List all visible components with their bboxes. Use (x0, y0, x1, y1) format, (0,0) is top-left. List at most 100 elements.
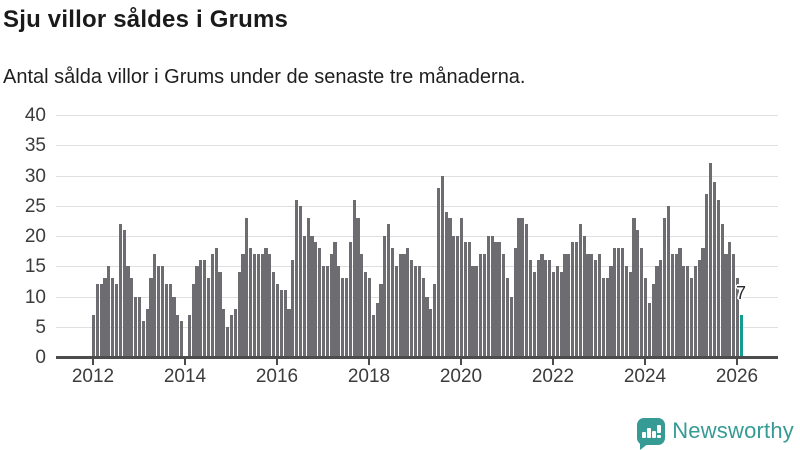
bar (513, 248, 517, 357)
bar (367, 278, 372, 357)
bar (590, 254, 594, 357)
last-value-label: 7 (735, 283, 746, 303)
bar (191, 284, 195, 357)
bar (586, 254, 590, 357)
bar (260, 254, 264, 357)
bar (214, 248, 218, 357)
newsworthy-wordmark: Newsworthy (672, 418, 794, 443)
x-axis-tick (460, 359, 462, 365)
bar (709, 163, 713, 357)
bar (122, 229, 126, 357)
bar (130, 278, 134, 357)
chart-title: Sju villor såldes i Grums (3, 6, 289, 33)
x-axis-tick-label: 2020 (439, 366, 483, 387)
bar (498, 242, 502, 357)
bar (348, 242, 352, 357)
bar (628, 272, 632, 357)
bar (548, 260, 552, 357)
bar (471, 266, 475, 357)
bar (456, 236, 460, 357)
y-axis-tick-label: 10 (24, 286, 46, 308)
bar (379, 284, 383, 357)
bar (597, 254, 602, 357)
bar (732, 254, 736, 357)
bar (617, 248, 621, 357)
bar (141, 320, 145, 357)
x-axis-line (56, 356, 778, 359)
bar (490, 236, 494, 357)
bar (206, 278, 211, 357)
bar (95, 284, 99, 357)
bar (693, 266, 697, 357)
bar (114, 284, 119, 357)
bar (486, 236, 490, 357)
bar (145, 308, 149, 357)
bar (360, 254, 364, 357)
bar (218, 272, 222, 357)
bar (624, 266, 628, 357)
bar (701, 248, 705, 357)
bar (371, 314, 375, 357)
x-axis-tick-label: 2022 (531, 366, 575, 387)
bar (341, 278, 345, 357)
x-axis-tick (736, 359, 738, 365)
bar (448, 217, 452, 357)
bar (521, 217, 525, 357)
bar (291, 260, 295, 357)
bar (92, 314, 96, 357)
bar (467, 242, 471, 357)
bar (295, 199, 299, 357)
bar (540, 254, 544, 357)
bar (118, 223, 122, 357)
bar (195, 266, 199, 357)
bar (337, 266, 341, 357)
bar (605, 278, 609, 357)
gridline (56, 115, 778, 116)
y-axis-tick-label: 40 (24, 105, 46, 126)
bar (222, 308, 226, 357)
bar (333, 242, 337, 357)
gridline (56, 145, 778, 147)
bar (245, 217, 249, 357)
bar (187, 314, 191, 357)
bar (264, 248, 268, 357)
bar (199, 260, 203, 357)
bar (594, 260, 598, 357)
bar (256, 254, 260, 357)
x-axis-tick-label: 2024 (623, 366, 667, 387)
bar (203, 260, 207, 357)
bar (571, 242, 575, 357)
bar (210, 254, 214, 357)
bar (655, 266, 659, 357)
bar (452, 236, 456, 357)
bar (137, 296, 142, 357)
bar (364, 272, 368, 357)
bar (402, 254, 406, 357)
bar (306, 217, 310, 357)
bar (287, 308, 291, 357)
bar (551, 272, 556, 357)
x-axis-tick-label: 2012 (71, 366, 115, 387)
bar (601, 278, 605, 357)
bar (398, 254, 402, 357)
bar (663, 217, 667, 357)
bar (459, 217, 464, 357)
bar (636, 229, 640, 357)
bar (578, 223, 582, 357)
bar (241, 254, 245, 357)
y-axis-tick-label: 30 (24, 165, 46, 187)
bar (475, 266, 479, 357)
bar (149, 278, 153, 357)
bar (563, 254, 567, 357)
bar (697, 260, 701, 357)
bar (689, 278, 694, 357)
bar (567, 254, 571, 357)
bar (310, 236, 314, 357)
bar (559, 272, 563, 357)
bar (344, 278, 349, 357)
bar (574, 242, 579, 357)
bar (283, 290, 287, 357)
bar (463, 242, 467, 357)
bar (99, 284, 103, 357)
bar (329, 254, 333, 357)
